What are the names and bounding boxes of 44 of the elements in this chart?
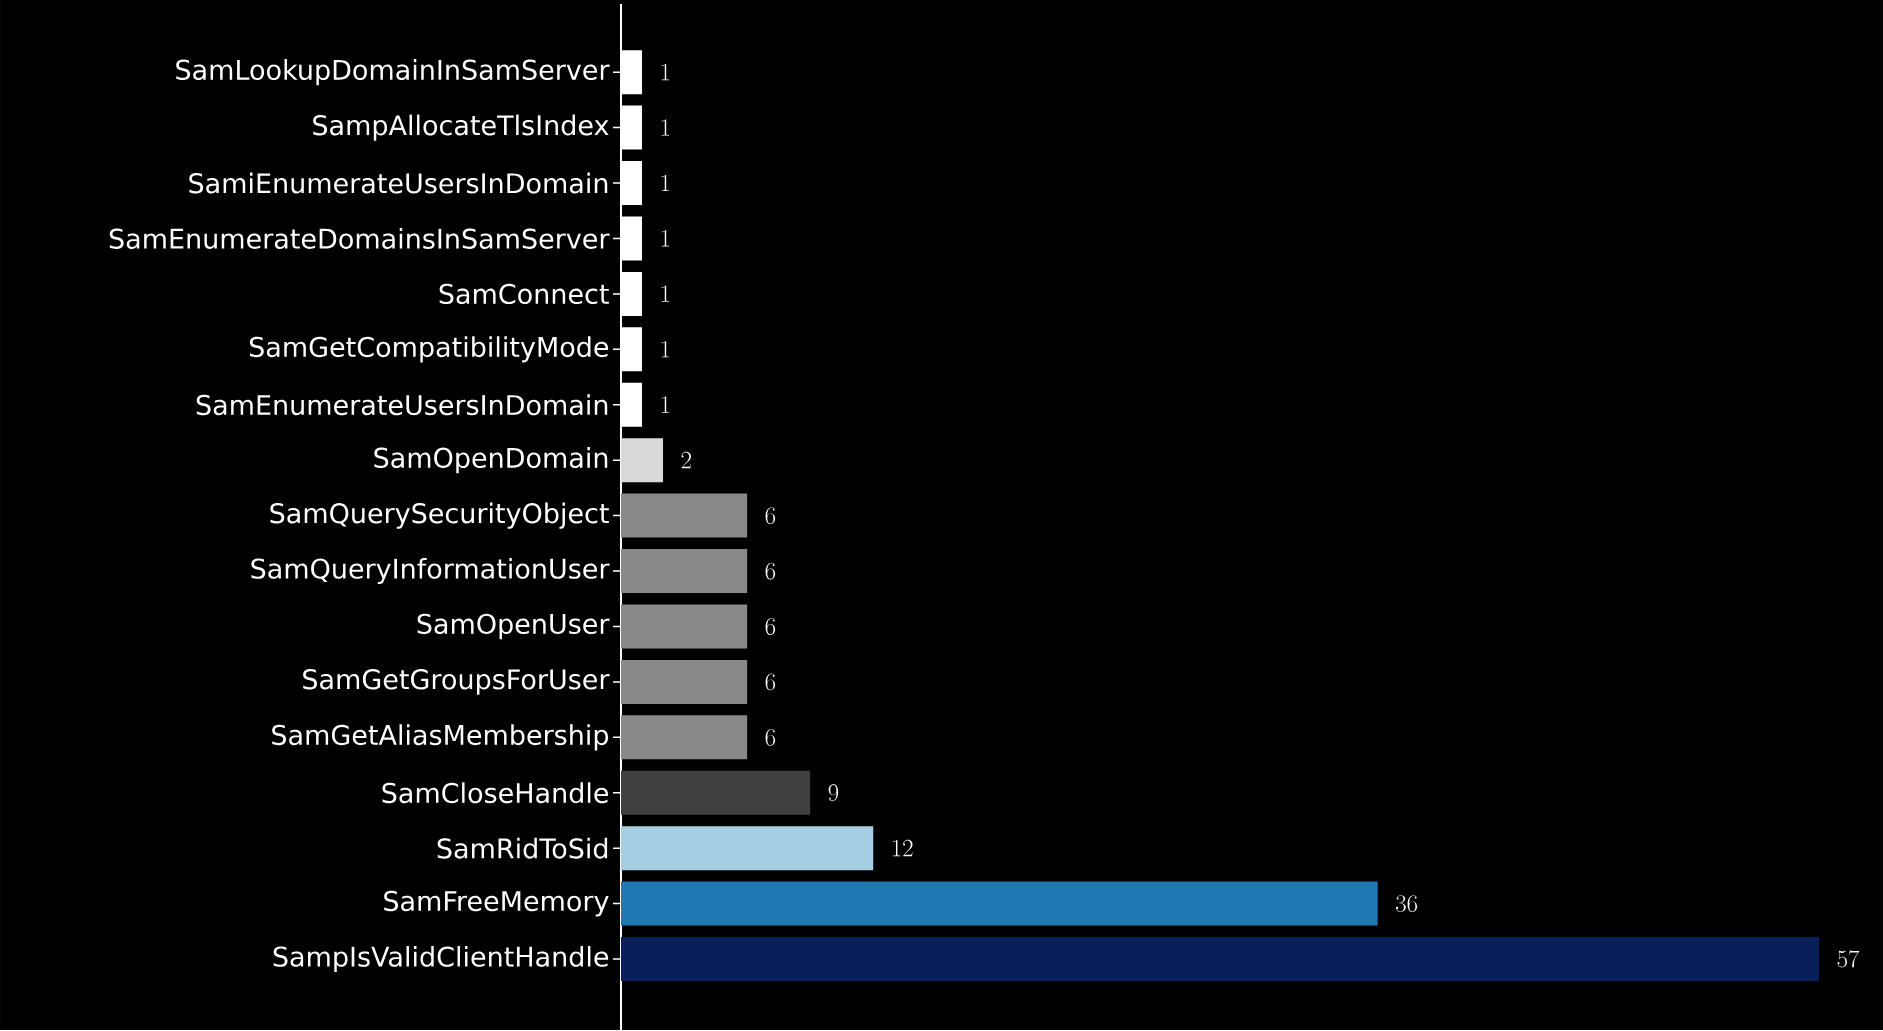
y-tick-label: SamOpenDomain: [374, 447, 608, 474]
y-tick-label: SamGetCompatibilityMode: [249, 336, 609, 363]
data-label: 6: [765, 673, 776, 691]
data-label: 1: [661, 119, 670, 136]
bar: [621, 438, 664, 483]
data-label: 6: [765, 507, 776, 525]
bar: [621, 549, 748, 594]
y-tick-label: SamCloseHandle: [382, 782, 609, 804]
y-tick-label: SamiEnumerateUsersInDomain: [189, 172, 608, 194]
y-tick-label: SamRidToSid: [437, 837, 608, 859]
bar: [621, 493, 748, 538]
bar: [621, 881, 1378, 926]
y-tick-label: SamEnumerateDomainsInSamServer: [109, 228, 610, 249]
y-tick-label: SamQueryInformationUser: [251, 557, 610, 585]
y-tick-label: SamFreeMemory: [384, 890, 609, 917]
y-tick-label: SampAllocateTlsIndex: [313, 114, 609, 141]
y-tick-label: SamEnumerateUsersInDomain: [196, 394, 608, 416]
bar: [621, 937, 1820, 982]
y-tick-label: SamOpenUser: [417, 613, 610, 640]
bar: [621, 770, 811, 815]
data-label: 36: [1396, 895, 1418, 913]
data-label: 1: [661, 285, 670, 302]
bar: [621, 604, 748, 649]
data-label: 12: [892, 839, 913, 857]
data-label: 6: [765, 728, 776, 746]
data-label: 1: [661, 174, 670, 192]
data-label: 1: [661, 63, 670, 81]
data-label: 2: [681, 451, 691, 469]
data-label: 1: [661, 230, 670, 247]
data-label: 6: [765, 618, 776, 635]
y-tick-label: SamGetGroupsForUser: [303, 669, 610, 695]
data-label: 9: [828, 784, 839, 802]
y-tick-label: SamLookupDomainInSamServer: [176, 59, 610, 86]
y-tick-label: SampIsValidClientHandle: [273, 945, 609, 973]
bar: [621, 715, 748, 760]
y-tick-label: SamConnect: [439, 283, 609, 305]
y-tick-label: SamQuerySecurityObject: [270, 502, 609, 529]
data-label: 57: [1837, 950, 1860, 968]
data-label: 1: [661, 396, 670, 413]
y-tick-label: SamGetAliasMembership: [272, 724, 609, 751]
bar: [621, 659, 748, 704]
data-label: 1: [661, 340, 670, 358]
bar: [621, 826, 874, 871]
data-label: 6: [765, 562, 776, 580]
